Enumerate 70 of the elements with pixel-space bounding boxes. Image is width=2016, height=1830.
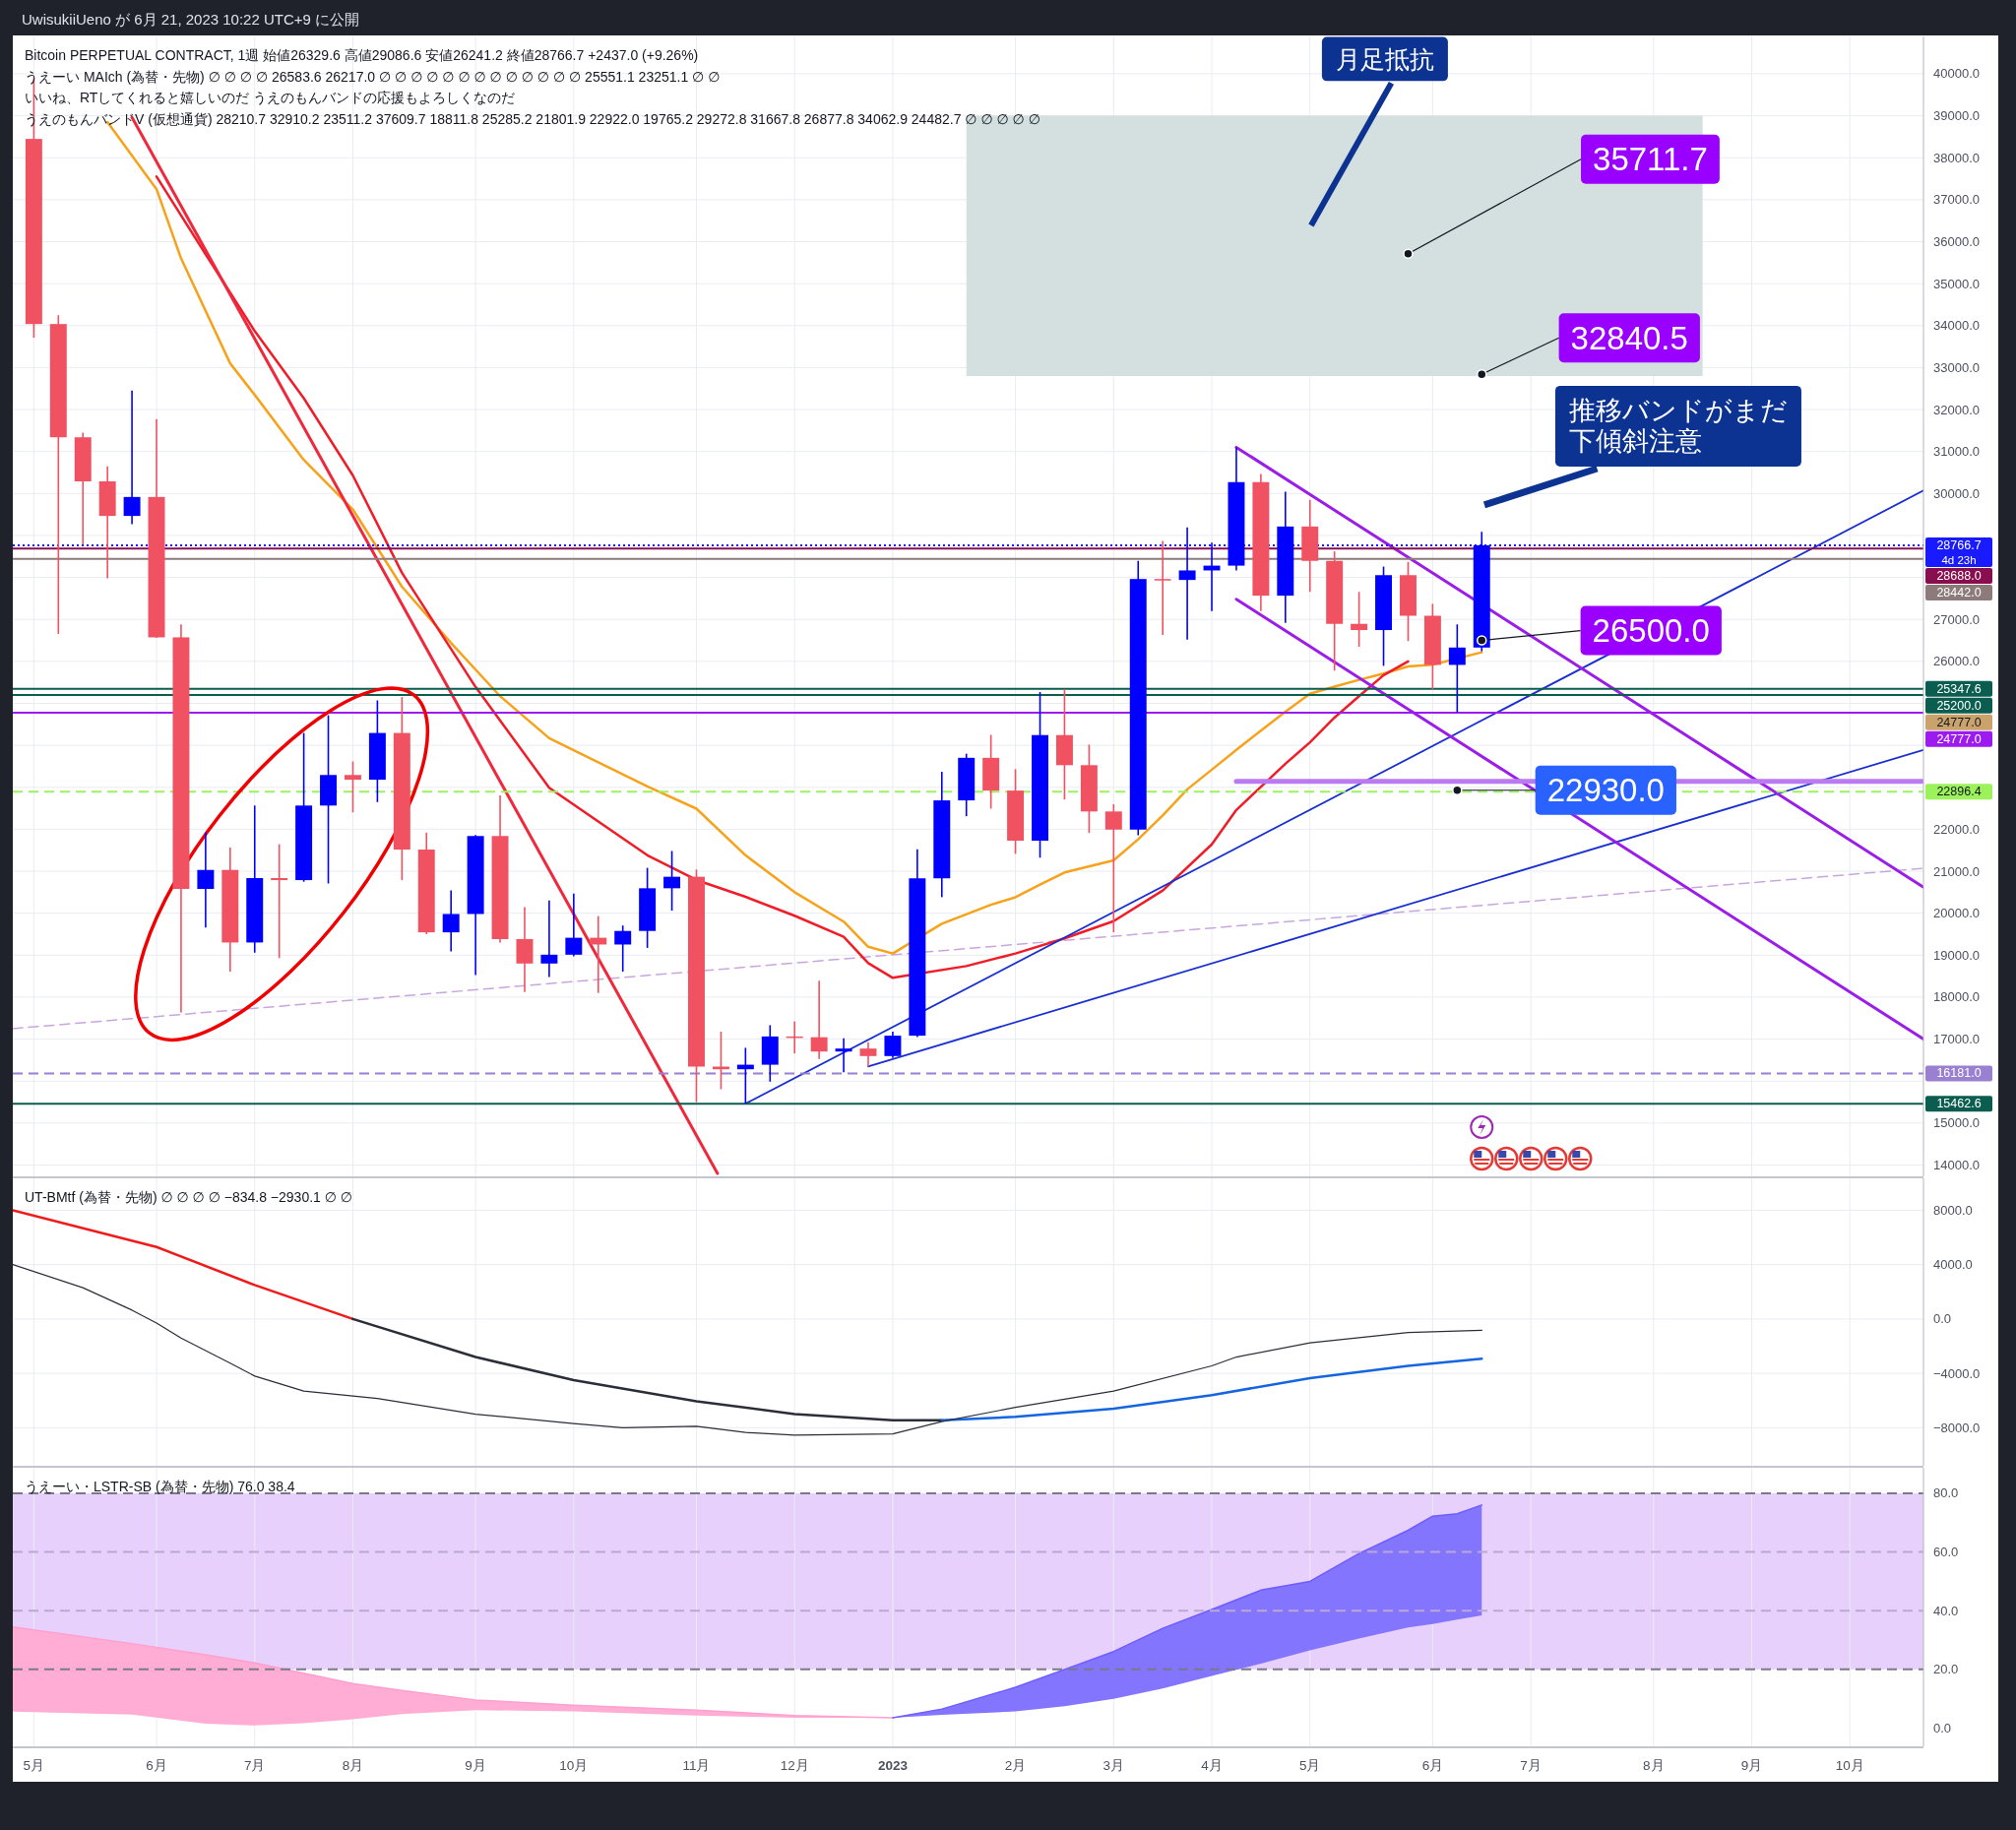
x-tick-label: 5月 bbox=[23, 1757, 45, 1773]
y-tick-label: 34000.0 bbox=[1933, 318, 1980, 334]
ref-line-label: 16181.0 bbox=[1936, 1066, 1982, 1081]
x-tick-label: 11月 bbox=[682, 1757, 711, 1773]
y-tick-label: 18000.0 bbox=[1933, 989, 1980, 1005]
ref-line-label: 28766.7 4d 23h bbox=[1936, 537, 1982, 566]
y-tick-label: 14000.0 bbox=[1933, 1157, 1980, 1172]
y-tick-label: 60.0 bbox=[1933, 1545, 1959, 1560]
y-tick-label: 37000.0 bbox=[1933, 192, 1980, 208]
x-tick-label: 7月 bbox=[243, 1757, 266, 1773]
y-tick-label: −4000.0 bbox=[1933, 1365, 1981, 1381]
x-tick-label: 12月 bbox=[780, 1757, 809, 1773]
y-tick-label: 21000.0 bbox=[1933, 863, 1980, 879]
annotation: 32840.5 bbox=[1570, 319, 1688, 356]
x-tick-label: 8月 bbox=[342, 1757, 364, 1773]
x-tick-label: 2月 bbox=[1004, 1757, 1027, 1773]
x-tick-label: 3月 bbox=[1102, 1757, 1125, 1773]
y-tick-label: 31000.0 bbox=[1933, 444, 1980, 460]
annotation: 22930.0 bbox=[1546, 772, 1665, 809]
annotation: うえーい MAIch (為替・先物) ∅ ∅ ∅ ∅ 26583.6 26217.0 ∅ ∅ ∅ ∅ ∅ ∅ ∅ ∅ ∅ ∅ ∅ ∅ ∅ 25551.1 23251.1 ∅ ∅ bbox=[25, 68, 721, 85]
annotation: 月足抵抗 bbox=[1335, 45, 1434, 73]
x-tick-label: 7月 bbox=[1520, 1757, 1542, 1773]
y-tick-label: 20.0 bbox=[1933, 1662, 1959, 1677]
y-tick-label: 20000.0 bbox=[1933, 906, 1980, 921]
annotation: 24777.0 bbox=[1936, 715, 1982, 729]
x-tick-label: 5月 bbox=[1298, 1757, 1321, 1773]
y-tick-label: 0.0 bbox=[1933, 1311, 1952, 1327]
y-tick-label: 26000.0 bbox=[1933, 654, 1980, 669]
ref-line-label: 22896.4 bbox=[1936, 785, 1982, 799]
annotation: 35711.7 bbox=[1593, 141, 1708, 178]
x-tick-label: 6月 bbox=[146, 1757, 167, 1773]
ref-line-label: 28442.0 bbox=[1936, 585, 1982, 599]
x-tick-label: 10月 bbox=[1835, 1757, 1864, 1773]
y-tick-label: 17000.0 bbox=[1933, 1032, 1980, 1047]
x-tick-label: 2023 bbox=[877, 1757, 909, 1773]
y-tick-label: 30000.0 bbox=[1933, 485, 1980, 501]
y-tick-label: 27000.0 bbox=[1933, 611, 1980, 627]
y-tick-label: 4000.0 bbox=[1933, 1257, 1973, 1273]
x-tick-label: 4月 bbox=[1201, 1757, 1223, 1773]
y-tick-label: 38000.0 bbox=[1933, 150, 1980, 165]
text: Bitcoin PERPETUAL CONTRACT, 1週 始値26329.6 高値29086.6 安値26241.2 終値28766.7 +2437.0 (+9.26%) bbox=[25, 47, 699, 63]
ref-line-label: 28688.0 bbox=[1936, 568, 1982, 583]
y-tick-label: 19000.0 bbox=[1933, 947, 1980, 963]
y-tick-label: 8000.0 bbox=[1933, 1202, 1973, 1218]
x-tick-label: 10月 bbox=[559, 1757, 589, 1773]
ref-line-label: 24777.0 bbox=[1936, 731, 1982, 746]
y-tick-label: 0.0 bbox=[1933, 1721, 1952, 1736]
x-tick-label: 6月 bbox=[1421, 1757, 1444, 1773]
text: UT-BMtf (為替・先物) ∅ ∅ ∅ ∅ −834.8 −2930.1 ∅ ∅ bbox=[25, 1189, 353, 1205]
annotation: 推移バンドがまだ下傾斜注意 bbox=[1568, 396, 1788, 457]
y-tick-label: 80.0 bbox=[1933, 1485, 1959, 1501]
annotation: 26500.0 bbox=[1592, 612, 1710, 650]
y-tick-label: 35000.0 bbox=[1933, 276, 1980, 291]
y-tick-label: 40.0 bbox=[1933, 1603, 1959, 1618]
x-tick-label: 8月 bbox=[1643, 1757, 1665, 1773]
ref-line-label: 15462.6 bbox=[1936, 1097, 1982, 1111]
x-tick-label: 9月 bbox=[465, 1757, 486, 1773]
x-tick-label: 9月 bbox=[1740, 1757, 1763, 1773]
y-tick-label: 40000.0 bbox=[1933, 66, 1980, 82]
text: うえーい・LSTR-SB (為替・先物) 76.0 38.4 bbox=[25, 1479, 295, 1494]
y-tick-label: 32000.0 bbox=[1933, 402, 1980, 417]
ref-line-label: 25200.0 bbox=[1936, 698, 1982, 713]
y-tick-label: 36000.0 bbox=[1933, 233, 1980, 249]
y-tick-label: 15000.0 bbox=[1933, 1115, 1980, 1131]
y-tick-label: 39000.0 bbox=[1933, 108, 1980, 124]
y-tick-label: −8000.0 bbox=[1933, 1420, 1981, 1435]
y-tick-label: 33000.0 bbox=[1933, 359, 1980, 375]
y-tick-label: 22000.0 bbox=[1933, 821, 1980, 837]
text: UwisukiiUeno が 6月 21, 2023 10:22 UTC+9 に公開 bbox=[22, 10, 360, 28]
ref-line-label: 25347.6 bbox=[1936, 681, 1982, 696]
